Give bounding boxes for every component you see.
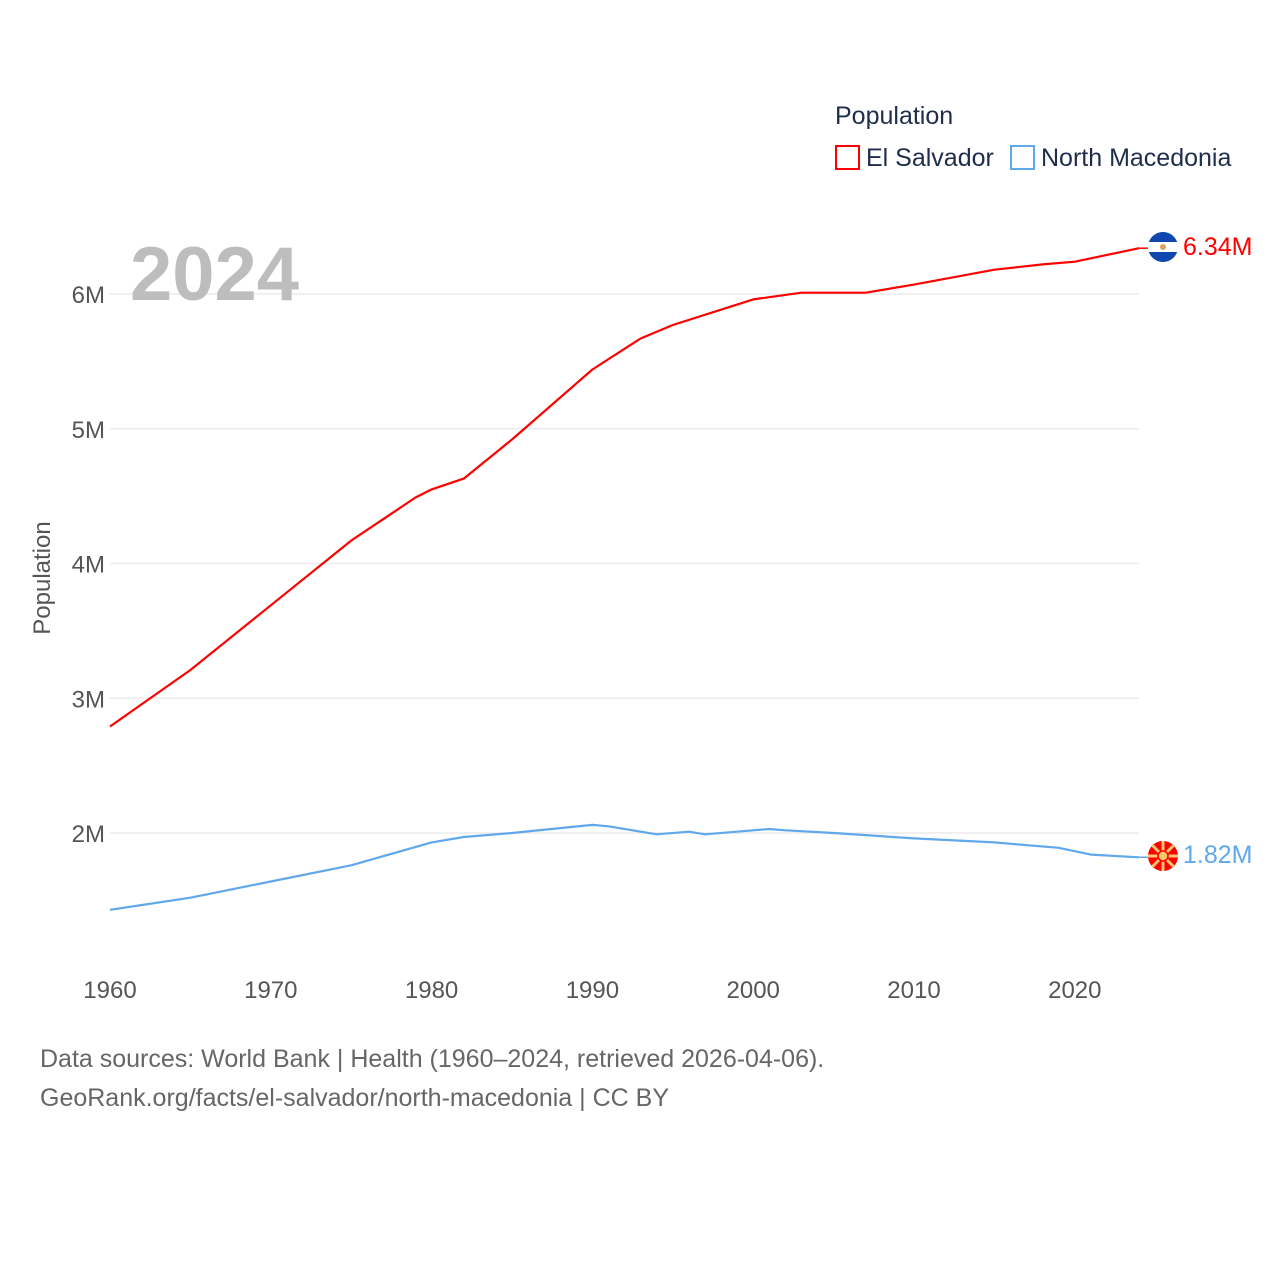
legend-label-north-macedonia[interactable]: North Macedonia	[1041, 144, 1231, 172]
y-axis-label: Population	[29, 521, 56, 634]
x-tick-label: 2000	[727, 977, 780, 1004]
legend-title: Population	[835, 102, 953, 130]
x-tick-label: 1980	[405, 977, 458, 1004]
series-line-el-salvador	[109, 247, 1140, 728]
footer-sources: Data sources: World Bank | Health (1960–…	[40, 1045, 825, 1073]
end-label-north-macedonia: 1.82M	[1183, 841, 1252, 869]
legend-swatch-north-macedonia	[1010, 145, 1035, 170]
x-tick-label: 1970	[244, 977, 297, 1004]
y-tick-label: 3M	[72, 686, 105, 713]
year-label: 2024	[130, 232, 299, 317]
y-tick-label: 6M	[72, 282, 105, 309]
el-salvador-flag-icon	[1148, 232, 1178, 262]
y-tick-label: 4M	[72, 552, 105, 579]
north-macedonia-flag-icon	[1148, 841, 1178, 871]
y-tick-label: 5M	[72, 417, 105, 444]
legend-label-el-salvador[interactable]: El Salvador	[866, 144, 994, 172]
x-tick-label: 2020	[1048, 977, 1101, 1004]
x-tick-label: 2010	[887, 977, 940, 1004]
x-tick-label: 1960	[83, 977, 136, 1004]
series-line-north-macedonia	[109, 823, 1140, 911]
legend-swatch-el-salvador	[835, 145, 860, 170]
x-tick-label: 1990	[566, 977, 619, 1004]
y-tick-label: 2M	[72, 821, 105, 848]
footer-attribution[interactable]: GeoRank.org/facts/el-salvador/north-mace…	[40, 1084, 670, 1112]
end-label-el-salvador: 6.34M	[1183, 233, 1252, 261]
